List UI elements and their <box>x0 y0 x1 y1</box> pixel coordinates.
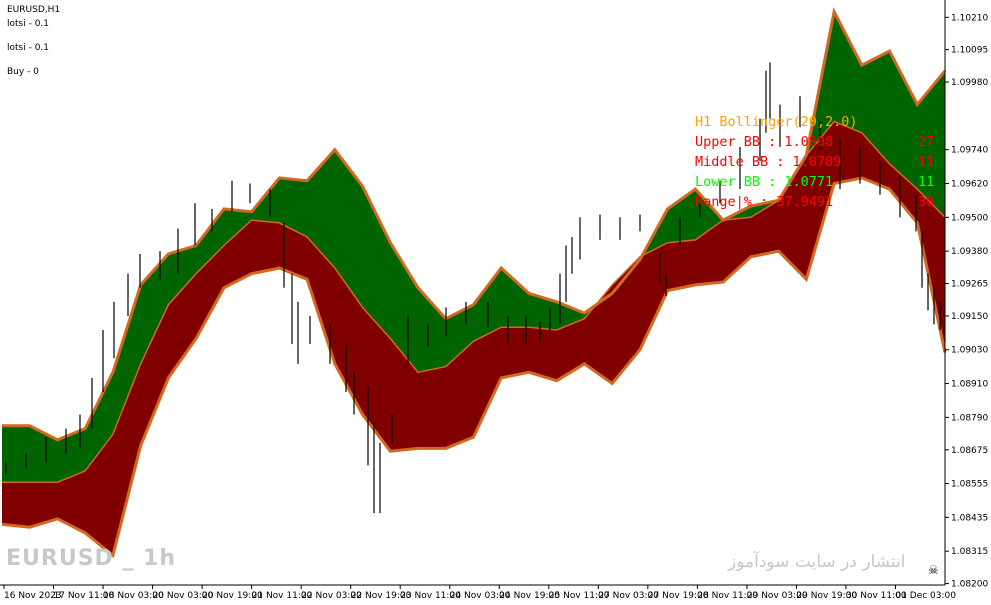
x-tick-label: 28 Nov 11:00 <box>697 591 758 601</box>
y-tick-label: 1.09150 <box>951 312 988 322</box>
upper-band-fill <box>2 11 945 483</box>
y-tick-label: 1.09380 <box>951 247 988 257</box>
watermark-symbol: EURUSD _ 1h <box>6 546 177 571</box>
x-tick-label: 29 Nov 19:00 <box>796 591 857 601</box>
y-tick-label: 1.09030 <box>951 346 988 356</box>
x-tick-label: 16 Nov 2023 <box>4 591 62 601</box>
x-tick-label: 27 Nov 19:00 <box>648 591 709 601</box>
x-tick-label: 29 Nov 03:00 <box>747 591 808 601</box>
skull-icon: ☠ <box>928 563 939 577</box>
y-tick-label: 1.09620 <box>951 180 988 190</box>
y-tick-label: 1.09740 <box>951 146 988 156</box>
x-tick-label: 20 Nov 19:00 <box>202 591 263 601</box>
x-tick-label: 18 Nov 03:00 <box>103 591 164 601</box>
y-tick-label: 1.10095 <box>951 46 988 56</box>
candles <box>5 62 941 514</box>
info-middle: Middle BB : 1.0789 <box>695 154 842 170</box>
x-tick-label: 17 Nov 11:00 <box>54 591 115 601</box>
lower-bb-line <box>1 176 947 559</box>
info-upper: Upper BB : 1.0808 <box>695 134 834 150</box>
y-tick-label: 1.08555 <box>951 480 988 490</box>
y-tick-label: 1.08315 <box>951 547 988 557</box>
x-tick-label: 30 Nov 11:00 <box>846 591 907 601</box>
x-tick-label: 27 Nov 03:00 <box>598 591 659 601</box>
x-tick-label: 24 Nov 19:00 <box>499 591 560 601</box>
info-upper-right: 27 <box>918 134 935 150</box>
y-tick-label: 1.08675 <box>951 446 988 456</box>
lot-label-2: lotsi - 0.1 <box>7 43 50 53</box>
x-tick-label: 22 Nov 03:00 <box>301 591 362 601</box>
info-middle-right: 11 <box>918 154 935 170</box>
bollinger-bands <box>1 7 947 559</box>
x-tick-label: 21 Nov 11:00 <box>252 591 313 601</box>
lower-band-fill <box>2 121 945 556</box>
y-tick-label: 1.09500 <box>951 213 988 223</box>
x-tick-label: 23 Nov 11:00 <box>400 591 461 601</box>
x-tick-label: 25 Nov 11:00 <box>549 591 610 601</box>
info-range-right: 30 <box>918 194 935 210</box>
y-tick-label: 1.10210 <box>951 13 988 23</box>
x-tick-label: 22 Nov 19:00 <box>351 591 412 601</box>
info-title: H1 Bollinger(20,2.0) <box>695 114 858 130</box>
watermark-site: انتشار در سایت سودآموز <box>728 552 906 572</box>
middle-bb-line <box>2 120 946 483</box>
y-tick-label: 1.09980 <box>951 78 988 88</box>
y-tick-label: 1.08910 <box>951 380 988 390</box>
info-range: Range|% : 37.9491 <box>695 194 834 210</box>
y-tick-label: 1.08435 <box>951 513 988 523</box>
y-tick-label: 1.08790 <box>951 413 988 423</box>
y-tick-label: 1.08200 <box>951 580 988 590</box>
x-tick-label: 01 Dec 03:00 <box>895 591 956 601</box>
x-tick-label: 20 Nov 03:00 <box>153 591 214 601</box>
buy-label: Buy - 0 <box>7 67 39 77</box>
x-tick-label: 24 Nov 03:00 <box>450 591 511 601</box>
info-lower-right: 11 <box>918 174 935 190</box>
symbol-label: EURUSD,H1 <box>7 5 61 15</box>
y-tick-label: 1.09265 <box>951 280 988 290</box>
lot-label-1: lotsi - 0.1 <box>7 19 50 29</box>
info-lower: Lower BB : 1.0771 <box>695 174 834 190</box>
